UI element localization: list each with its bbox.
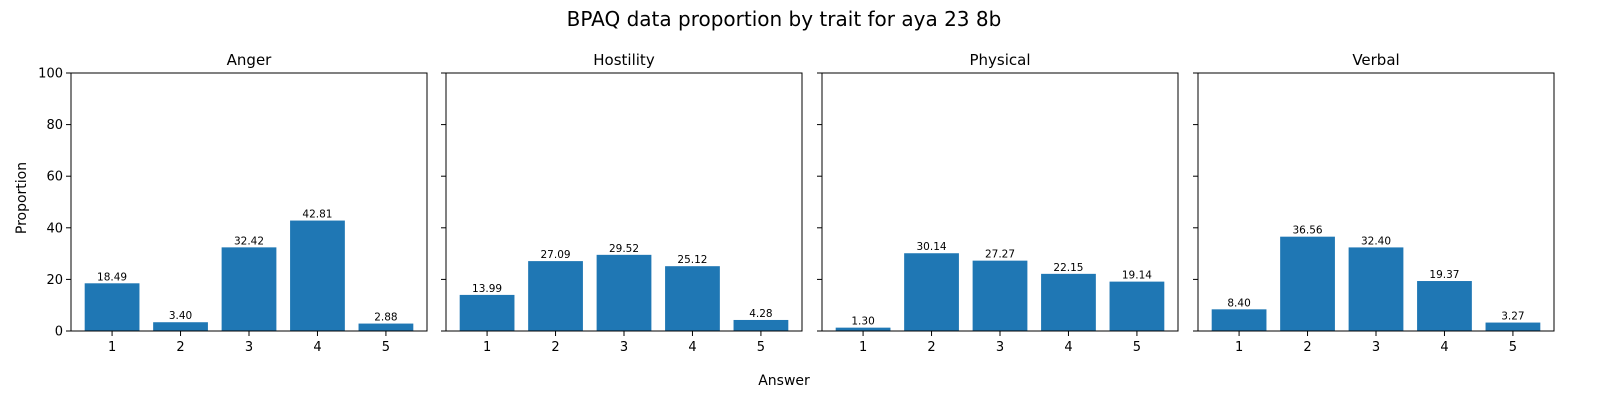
bar <box>904 253 959 331</box>
plot-frame <box>445 72 803 332</box>
x-tick-label: 1 <box>108 340 116 355</box>
x-tick-label: 5 <box>757 340 765 355</box>
panel-title: Physical <box>969 51 1030 69</box>
data-label: 19.37 <box>1429 269 1459 281</box>
data-label: 30.14 <box>917 241 947 253</box>
x-tick-label: 4 <box>1440 340 1448 355</box>
bar <box>733 319 789 331</box>
bar <box>1485 322 1541 331</box>
x-tick-label: 1 <box>1235 340 1243 355</box>
data-label: 2.88 <box>374 312 397 324</box>
x-axis-label: Answer <box>758 373 810 389</box>
panel-title: Anger <box>227 51 273 69</box>
x-tick-label: 5 <box>1509 340 1517 355</box>
bar <box>1280 236 1335 331</box>
bar <box>1211 309 1267 331</box>
bar <box>358 323 414 331</box>
x-tick-label: 4 <box>313 340 321 355</box>
data-label: 3.27 <box>1501 311 1524 323</box>
chart-title: BPAQ data proportion by trait for aya 23… <box>567 7 1002 31</box>
x-tick-label: 3 <box>620 340 628 355</box>
x-tick-label: 2 <box>176 340 184 355</box>
data-label: 32.40 <box>1361 235 1391 247</box>
y-tick-label: 20 <box>46 273 63 288</box>
x-tick-label: 2 <box>927 340 935 355</box>
x-tick-label: 2 <box>1303 340 1311 355</box>
panel-hostility: Hostility 13.99 1 27.09 2 29.52 3 25.12 4 4.28 5 <box>441 51 803 355</box>
data-label: 1.30 <box>851 316 874 328</box>
data-label: 18.49 <box>97 271 127 283</box>
bar <box>1109 281 1165 331</box>
panel-title: Verbal <box>1352 51 1399 69</box>
bar <box>1041 273 1096 331</box>
data-label: 25.12 <box>677 254 707 266</box>
data-label: 13.99 <box>472 283 502 295</box>
y-tick-label: 40 <box>46 221 63 236</box>
x-tick-label: 4 <box>688 340 696 355</box>
bar <box>153 322 208 331</box>
bar <box>528 261 583 331</box>
panels-group: Anger 18.49 1 3.40 2 32.42 3 42.81 4 2.88 5 0 20 40 60… <box>38 51 1555 355</box>
data-label: 19.14 <box>1122 270 1152 282</box>
x-tick-label: 1 <box>859 340 867 355</box>
panel-title: Hostility <box>593 51 655 69</box>
y-tick-label: 60 <box>46 170 63 185</box>
x-tick-label: 4 <box>1064 340 1072 355</box>
y-tick-label: 100 <box>38 67 63 82</box>
data-label: 8.40 <box>1227 297 1250 309</box>
bar <box>835 327 891 331</box>
x-tick-label: 3 <box>996 340 1004 355</box>
data-label: 36.56 <box>1293 225 1323 237</box>
data-label: 32.42 <box>234 235 264 247</box>
x-tick-label: 5 <box>382 340 390 355</box>
plot-frame <box>821 72 1179 332</box>
data-label: 27.27 <box>985 249 1015 261</box>
data-label: 22.15 <box>1053 262 1083 274</box>
panel-verbal: Verbal 8.40 1 36.56 2 32.40 3 19.37 4 3.27 5 <box>1193 51 1555 355</box>
panel-physical: Physical 1.30 1 30.14 2 27.27 3 22.15 4 19.14 5 <box>817 51 1179 355</box>
y-tick-label: 80 <box>46 118 63 133</box>
data-label: 3.40 <box>169 310 192 322</box>
plot-frame <box>1197 72 1555 332</box>
x-tick-label: 2 <box>551 340 559 355</box>
bar <box>221 247 277 331</box>
y-tick-label: 0 <box>55 325 63 340</box>
bar <box>1417 281 1472 331</box>
panel-anger: Anger 18.49 1 3.40 2 32.42 3 42.81 4 2.88 5 0 20 40 60… <box>38 51 428 355</box>
bar <box>665 266 720 331</box>
bar <box>459 294 515 331</box>
bar <box>290 220 345 331</box>
bar <box>1348 247 1404 331</box>
y-axis-label: Proportion <box>14 162 30 234</box>
x-tick-label: 3 <box>245 340 253 355</box>
x-tick-label: 5 <box>1133 340 1141 355</box>
bar <box>84 283 140 331</box>
bar <box>972 260 1028 331</box>
bar <box>596 254 652 331</box>
data-label: 4.28 <box>749 308 772 320</box>
data-label: 29.52 <box>609 243 639 255</box>
x-tick-label: 3 <box>1372 340 1380 355</box>
data-label: 27.09 <box>541 249 571 261</box>
data-label: 42.81 <box>302 209 332 221</box>
x-tick-label: 1 <box>483 340 491 355</box>
plot-frame <box>70 72 428 332</box>
